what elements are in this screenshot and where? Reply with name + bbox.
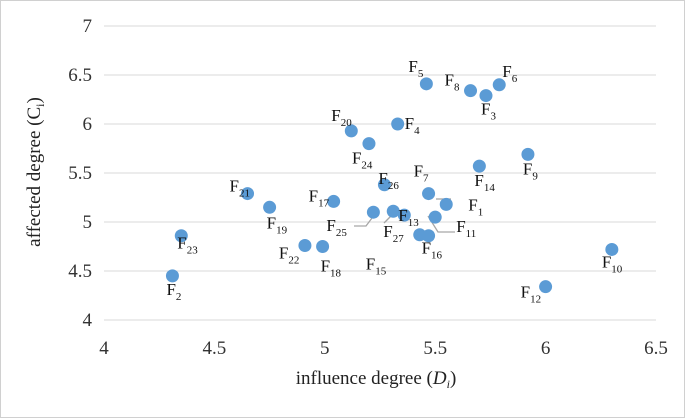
point-label: F6 <box>502 62 517 85</box>
point-label: F21 <box>230 177 250 200</box>
data-point <box>428 210 442 224</box>
point-label: F11 <box>456 217 476 240</box>
y-axis-title: affected degree (Ci) <box>24 97 47 247</box>
y-tick-label: 6 <box>83 114 93 135</box>
data-point <box>362 137 376 151</box>
point-label: F23 <box>177 234 198 257</box>
data-point <box>539 280 553 294</box>
data-point <box>492 78 506 92</box>
point-label: F15 <box>366 255 387 278</box>
data-point <box>316 240 330 253</box>
point-label: F13 <box>398 206 419 229</box>
data-point <box>479 89 493 103</box>
data-point <box>464 84 478 98</box>
point-label: F10 <box>602 252 623 275</box>
point-label: F26 <box>378 169 399 192</box>
point-labels: F1 F2 F3 F4 F5 F6 F7 F8 F9 F10 F11 F12 F13 F14 F15 F16 F… <box>166 57 622 306</box>
x-tick-label: 6.5 <box>644 338 668 359</box>
y-tick-label: 4 <box>83 310 93 331</box>
data-point <box>419 77 433 91</box>
data-point <box>377 178 391 192</box>
point-label: F25 <box>326 216 347 239</box>
data-point <box>366 205 380 219</box>
data-point <box>165 269 179 283</box>
y-tick-label: 4.5 <box>68 261 92 282</box>
x-tick-label: 5 <box>320 338 330 359</box>
y-tick-label: 6.5 <box>68 65 92 86</box>
point-label: F24 <box>352 149 373 172</box>
point-label: F3 <box>481 100 496 123</box>
tick-labels: 4 4.5 5 5.5 6 6.5 7 4 4.5 5 5.5 6 6.5 <box>68 16 668 359</box>
x-tick-label: 4.5 <box>203 338 227 359</box>
x-tick-label: 6 <box>541 338 551 359</box>
data-point <box>605 242 619 256</box>
point-label: F4 <box>405 114 420 137</box>
data-point <box>422 229 436 243</box>
data-point <box>327 194 341 208</box>
data-points <box>165 77 619 294</box>
point-label: F5 <box>408 57 423 80</box>
data-point <box>241 187 255 201</box>
data-point <box>439 197 453 211</box>
point-label: F1 <box>468 195 483 218</box>
point-label: F12 <box>521 283 541 306</box>
point-label: F22 <box>279 244 299 267</box>
data-point <box>344 124 358 138</box>
point-label: F16 <box>422 239 443 262</box>
point-label: F8 <box>445 71 460 94</box>
point-label: F7 <box>414 162 429 185</box>
x-axis-title: influence degree (Di) <box>296 368 457 391</box>
point-label: F17 <box>309 186 330 209</box>
point-label: F14 <box>474 171 495 194</box>
data-point <box>298 239 312 253</box>
y-tick-label: 5 <box>83 212 93 233</box>
grid-lines <box>104 25 656 321</box>
point-label: F27 <box>383 222 404 245</box>
point-label: F20 <box>331 106 352 129</box>
y-tick-label: 5.5 <box>68 163 92 184</box>
x-tick-label: 5.5 <box>423 338 447 359</box>
data-point <box>397 208 411 222</box>
point-label: F2 <box>166 280 181 303</box>
y-tick-label: 7 <box>83 16 93 37</box>
x-tick-label: 4 <box>99 338 109 359</box>
data-point <box>174 229 188 243</box>
data-point <box>472 159 486 173</box>
data-point <box>263 200 277 214</box>
point-label: F19 <box>267 213 288 236</box>
data-point <box>422 187 436 201</box>
point-label: F18 <box>321 257 342 280</box>
data-point <box>521 147 535 161</box>
point-label: F9 <box>523 159 538 182</box>
data-point <box>386 204 400 218</box>
data-point <box>391 117 405 131</box>
